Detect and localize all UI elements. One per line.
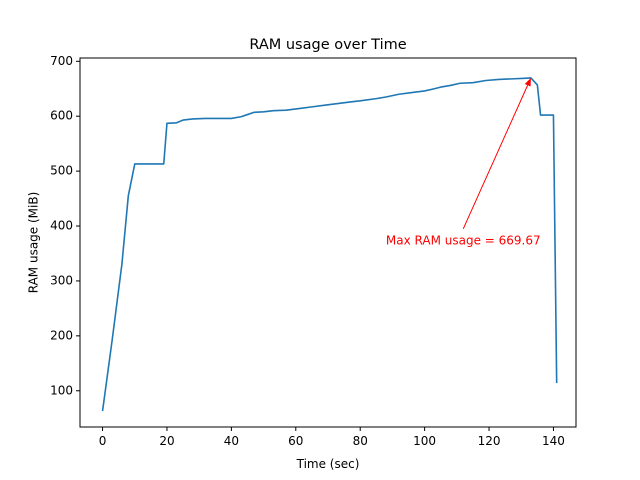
plot-area: [101, 77, 558, 412]
x-axis-label: Time (sec): [296, 457, 360, 471]
max-annotation: Max RAM usage = 669.67: [386, 77, 541, 247]
y-tick-label: 200: [50, 328, 73, 342]
x-tick-label: 0: [99, 434, 107, 448]
y-axis-ticks: 100 200 300 400 500 600 700: [50, 54, 80, 397]
y-tick-label: 400: [50, 219, 73, 233]
x-tick-label: 60: [288, 434, 303, 448]
x-tick-label: 20: [159, 434, 174, 448]
x-tick-label: 40: [224, 434, 239, 448]
ram-usage-line: [101, 77, 558, 412]
plot-frame: [79, 57, 577, 428]
y-tick-label: 600: [50, 109, 73, 123]
y-tick-label: 700: [50, 54, 73, 68]
x-tick-label: 100: [413, 434, 436, 448]
y-axis-label: RAM usage (MiB): [27, 192, 41, 294]
chart-title: RAM usage over Time: [249, 37, 406, 53]
annotation-label: Max RAM usage = 669.67: [386, 233, 541, 247]
y-tick-label: 500: [50, 164, 73, 178]
annotation-arrow-head: [524, 77, 531, 87]
annotation-arrow-line: [462, 85, 529, 230]
x-axis-ticks: 0 20 40 60 80 100 120 140: [99, 427, 565, 448]
x-tick-label: 140: [542, 434, 565, 448]
y-tick-label: 100: [50, 383, 73, 397]
y-tick-label: 300: [50, 273, 73, 287]
x-tick-label: 120: [478, 434, 501, 448]
x-tick-label: 80: [353, 434, 368, 448]
